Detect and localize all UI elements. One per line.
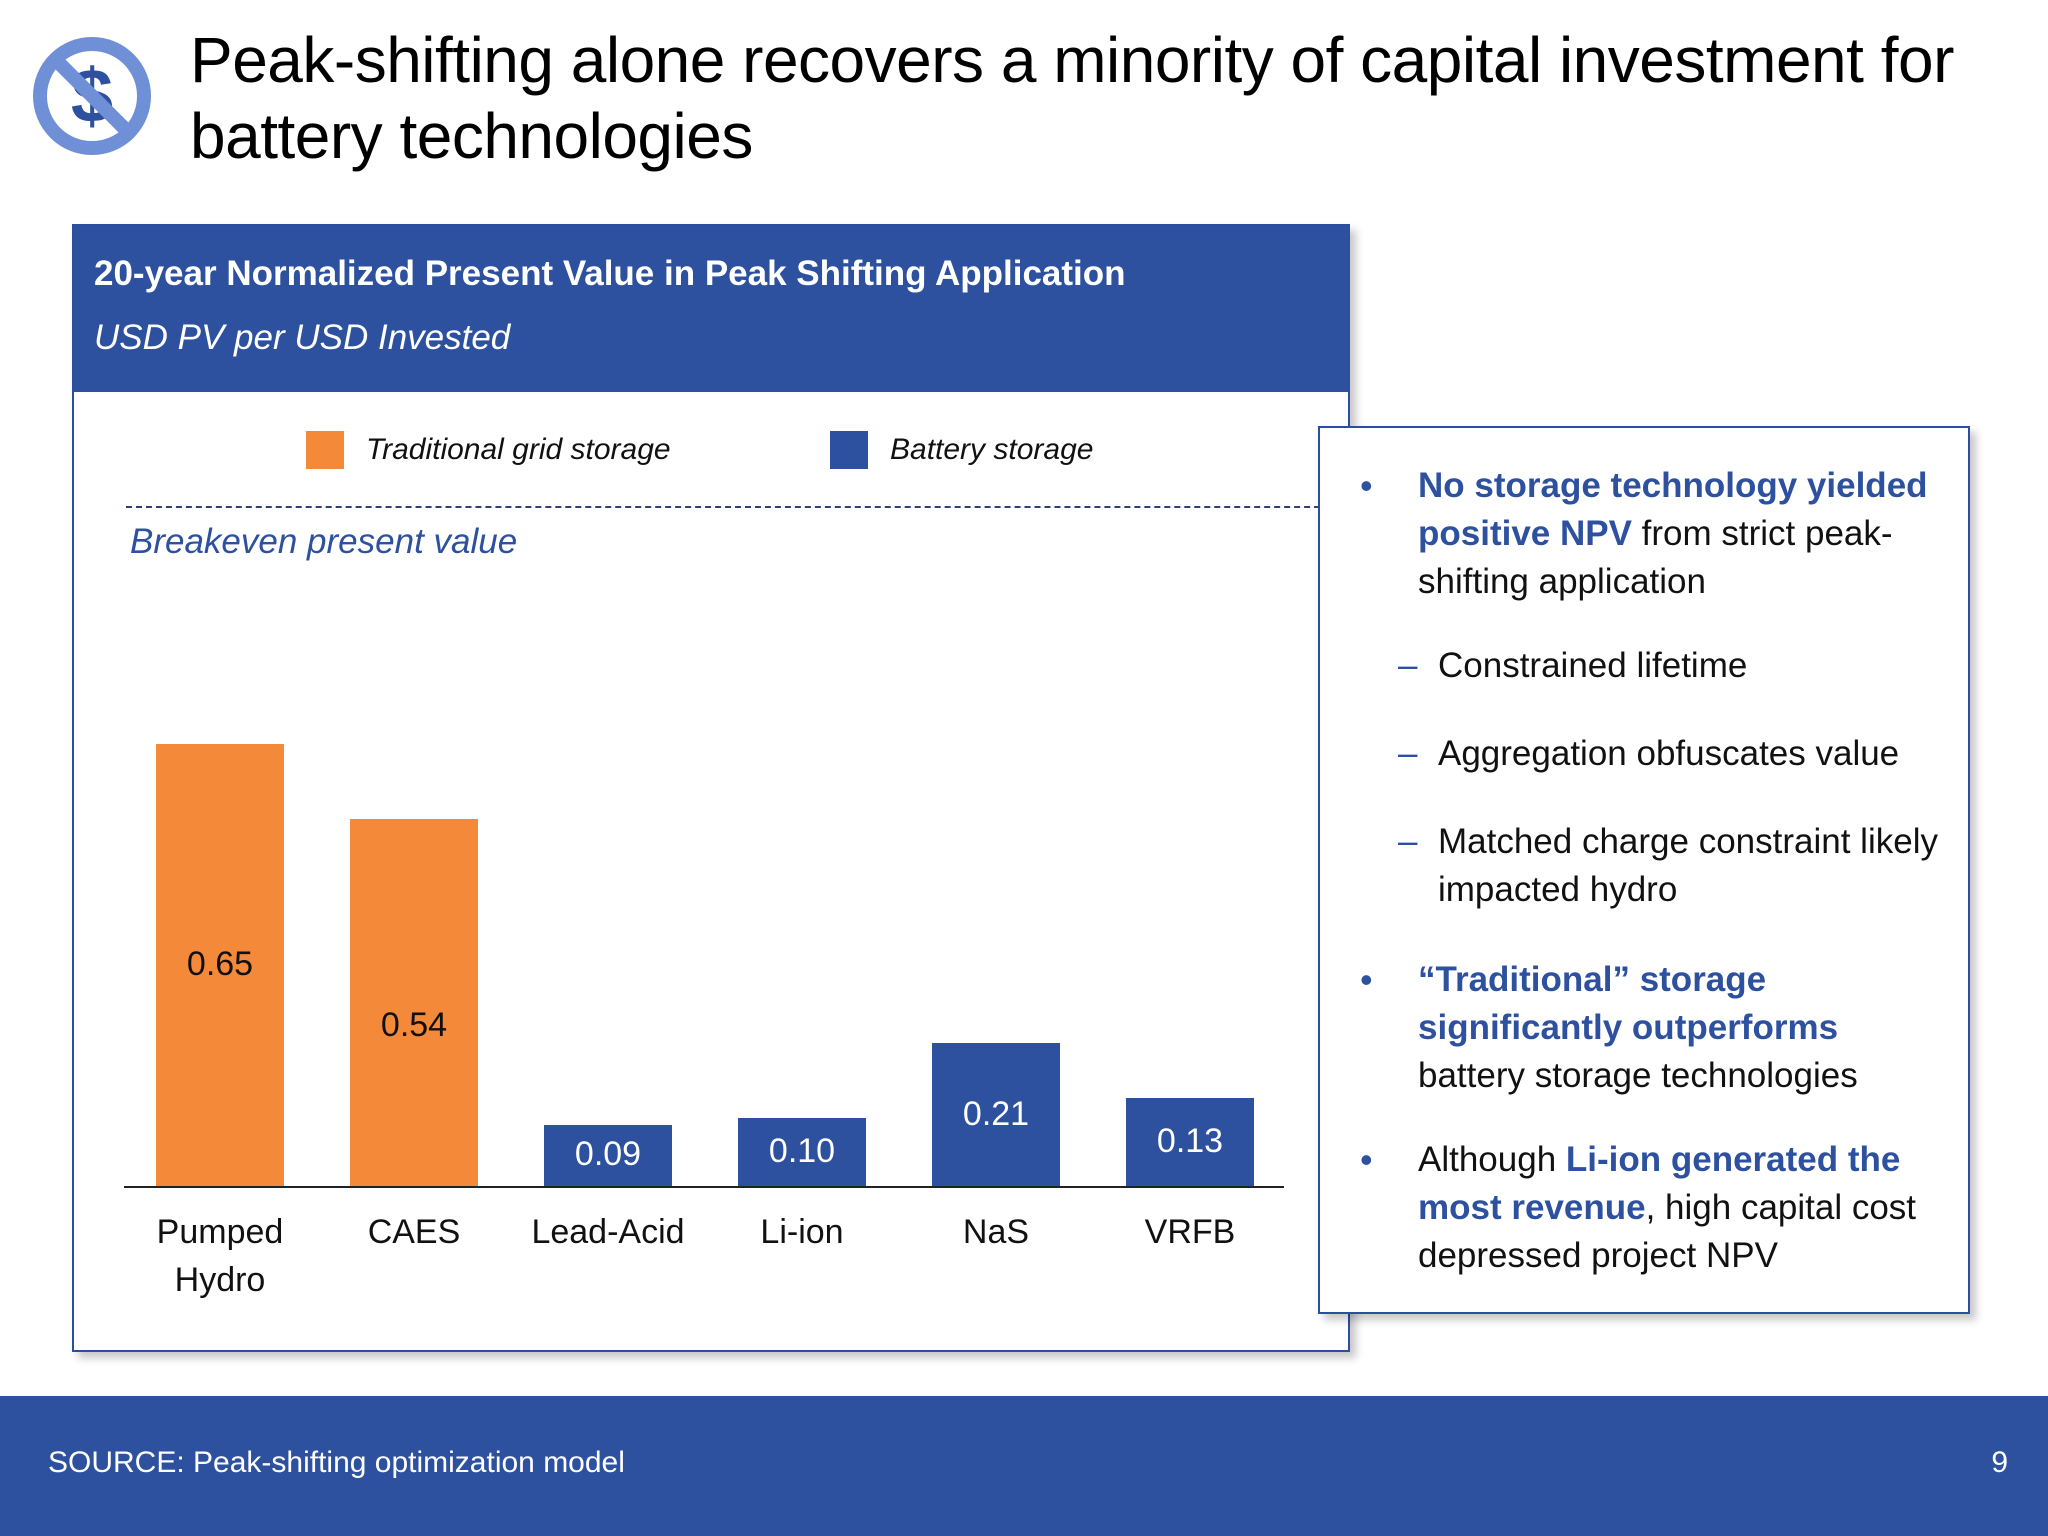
bar-value-label: 0.54: [380, 1006, 448, 1045]
breakeven-line: [126, 506, 1370, 508]
callout-b3-text: , high capital cost depressed project NP…: [1418, 1188, 1917, 1275]
legend-swatch-battery: [830, 431, 868, 469]
legend-swatch-traditional: [306, 431, 344, 469]
chart-header: 20-year Normalized Present Value in Peak…: [74, 226, 1348, 392]
chart-title: 20-year Normalized Present Value in Peak…: [94, 254, 1126, 293]
bar-value-label: 0.65: [186, 945, 254, 983]
callout-sub2-text: Aggregation obfuscates value: [1438, 734, 1900, 773]
footer-bar: SOURCE: Peak-shifting optimization model…: [0, 1396, 2048, 1536]
chart-panel: 20-year Normalized Present Value in Peak…: [72, 224, 1370, 1352]
bar-caes: [350, 818, 478, 1186]
chart-subtitle: USD PV per USD Invested: [94, 318, 511, 357]
callout-b1-text: from strict peak-shifting application: [1418, 514, 1893, 601]
sub-dash: –: [1398, 646, 1418, 685]
callout-b2-text: battery storage technologies: [1418, 1056, 1858, 1095]
legend-item-battery: Battery storage: [830, 430, 1093, 470]
bar-value-label: 0.21: [962, 1094, 1030, 1133]
callout-b2-highlight: “Traditional” storage significantly outp…: [1418, 960, 1839, 1047]
category-label: NaS: [962, 1213, 1030, 1251]
bar-vrfb: [1126, 1097, 1254, 1186]
bar-nas: [932, 1043, 1060, 1186]
callout-sub3-text: Matched charge constraint likely impacte…: [1438, 822, 1938, 909]
bullet-dot: •: [1360, 959, 1373, 1000]
bar-plot: 0.65 Pumped Hydro 0.54 CAES 0.09 Lead-Acid 0.10…: [74, 226, 1348, 1350]
category-label: VRFB: [1144, 1213, 1236, 1251]
legend-label-battery: Battery storage: [890, 433, 1094, 466]
category-label: Li-ion: [760, 1213, 844, 1251]
bar-value-label: 0.13: [1156, 1121, 1224, 1160]
category-label: Pumped Hydro: [156, 1213, 284, 1299]
x-axis-baseline: [124, 1186, 1284, 1188]
callout-bullet-3: • Although Li-ion generated the most rev…: [1360, 1136, 1950, 1280]
callout-sub-2: – Aggregation obfuscates value: [1398, 730, 1938, 778]
bullet-dot: •: [1360, 1139, 1373, 1180]
category-label: CAES: [367, 1213, 461, 1251]
bar-li-ion: [738, 1118, 866, 1186]
callout-box: • No storage technology yielded positive…: [1318, 426, 1970, 1314]
source-note: SOURCE: Peak-shifting optimization model: [48, 1446, 625, 1479]
callout-b3-pre: Although: [1418, 1140, 1566, 1179]
callout-sub-3: – Matched charge constraint likely impac…: [1398, 818, 1938, 914]
bar-value-label: 0.09: [574, 1135, 642, 1174]
callout-bullet-2: • “Traditional” storage significantly ou…: [1360, 956, 1950, 1100]
page-title: Peak-shifting alone recovers a minority …: [190, 24, 1954, 172]
callout-b3-highlight: Li-ion generated the most revenue: [1418, 1140, 1901, 1227]
category-label: Lead-Acid: [531, 1213, 685, 1251]
breakeven-label: Breakeven present value: [130, 522, 518, 561]
bar-pumped-hydro: [156, 744, 284, 1186]
callout-b1-highlight: No storage technology yielded positive N…: [1418, 466, 1928, 553]
chart-legend: Traditional grid storage Battery storage: [74, 430, 1348, 470]
bullet-dot: •: [1360, 465, 1373, 506]
bar-lead-acid: [544, 1124, 672, 1186]
bar-value-label: 0.10: [768, 1132, 836, 1170]
no-dollar-icon: $: [33, 37, 151, 155]
callout-sub1-text: Constrained lifetime: [1438, 646, 1748, 685]
sub-dash: –: [1398, 734, 1418, 773]
legend-item-traditional: Traditional grid storage: [306, 430, 671, 470]
callout-sub-1: – Constrained lifetime: [1398, 642, 1938, 690]
sub-dash: –: [1398, 822, 1418, 861]
callout-bullet-1: • No storage technology yielded positive…: [1360, 462, 1950, 606]
legend-label-traditional: Traditional grid storage: [366, 433, 671, 466]
page-number: 9: [1991, 1446, 2008, 1479]
